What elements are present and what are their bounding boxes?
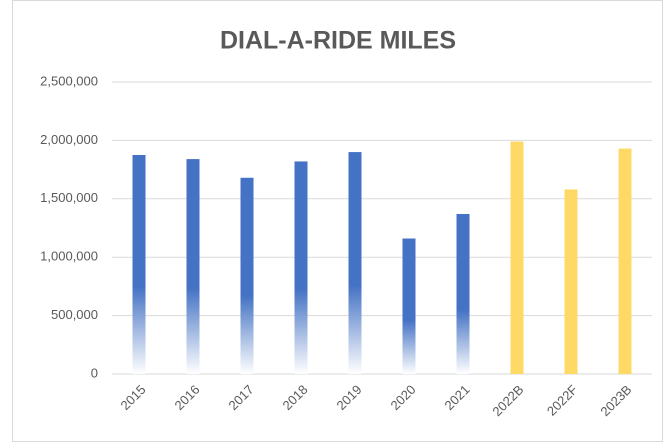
bar: [618, 148, 632, 374]
y-tick-label: 1,500,000: [40, 190, 98, 205]
bar: [402, 238, 416, 374]
bar: [348, 152, 362, 374]
bar: [186, 159, 200, 374]
bar: [510, 141, 524, 374]
y-tick-label: 0: [91, 365, 98, 380]
bar: [456, 213, 470, 374]
bar: [240, 177, 254, 374]
y-tick-label: 2,500,000: [40, 73, 98, 88]
chart-frame: [12, 0, 663, 442]
bar: [294, 161, 308, 374]
bar: [564, 189, 578, 374]
y-tick-label: 500,000: [51, 307, 98, 322]
bar: [132, 155, 146, 374]
chart-title: DIAL-A-RIDE MILES: [220, 27, 456, 55]
y-tick-label: 1,000,000: [40, 249, 98, 264]
y-tick-label: 2,000,000: [40, 132, 98, 147]
